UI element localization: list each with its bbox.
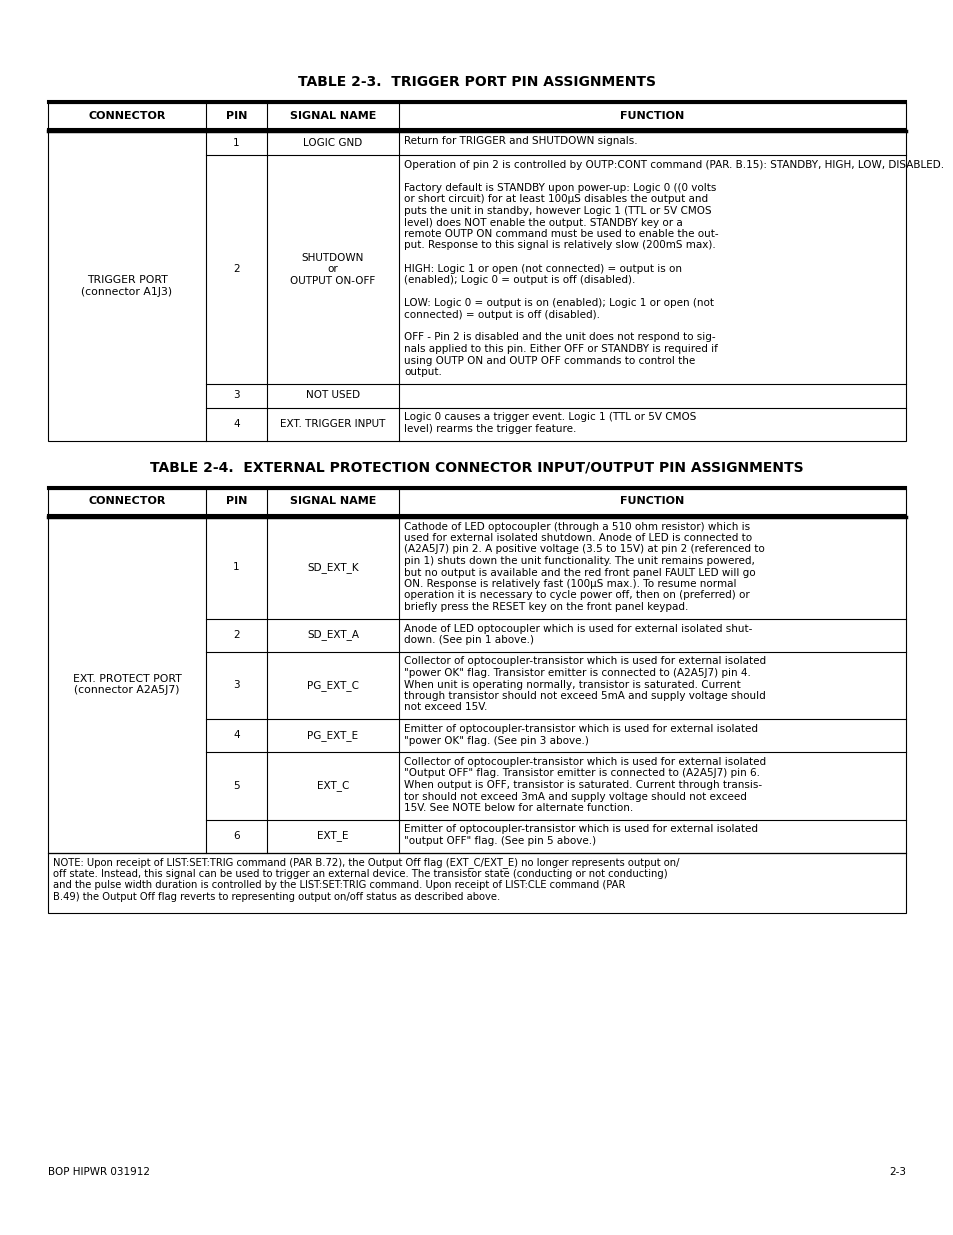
Text: B.49) the Output Off flag reverts to representing output on/off status as descri: B.49) the Output Off flag reverts to rep… [53,892,499,902]
Text: FUNCTION: FUNCTION [619,496,684,506]
Bar [48,516,905,852]
Bar [48,103,905,128]
Text: EXT. TRIGGER INPUT: EXT. TRIGGER INPUT [280,419,385,429]
Text: tor should not exceed 3mA and supply voltage should not exceed: tor should not exceed 3mA and supply vol… [403,792,746,802]
Text: OFF - Pin 2 is disabled and the unit does not respond to sig-: OFF - Pin 2 is disabled and the unit doe… [403,332,715,342]
Text: Logic 0 causes a trigger event. Logic 1 (TTL or 5V CMOS: Logic 0 causes a trigger event. Logic 1 … [403,412,696,422]
Text: connected) = output is off (disabled).: connected) = output is off (disabled). [403,310,599,320]
Text: When output is OFF, transistor is saturated. Current through transis-: When output is OFF, transistor is satura… [403,781,761,790]
Text: 1: 1 [233,138,239,148]
Text: TRIGGER PORT
(connector A1J3): TRIGGER PORT (connector A1J3) [81,275,172,296]
Text: NOT USED: NOT USED [306,390,359,400]
Text: SIGNAL NAME: SIGNAL NAME [290,496,375,506]
Text: or short circuit) for at least 100μS disables the output and: or short circuit) for at least 100μS dis… [403,194,707,205]
Text: "Output OFF" flag. Transistor emitter is connected to (A2A5J7) pin 6.: "Output OFF" flag. Transistor emitter is… [403,768,760,778]
Text: CONNECTOR: CONNECTOR [89,496,166,506]
Text: HIGH: Logic 1 or open (not connected) = output is on: HIGH: Logic 1 or open (not connected) = … [403,263,681,273]
Text: SD_EXT_K: SD_EXT_K [307,562,358,573]
Text: LOW: Logic 0 = output is on (enabled); Logic 1 or open (not: LOW: Logic 0 = output is on (enabled); L… [403,298,713,308]
Text: EXT_E: EXT_E [317,831,349,841]
Text: (enabled); Logic 0 = output is off (disabled).: (enabled); Logic 0 = output is off (disa… [403,275,635,285]
Text: 15V. See NOTE below for alternate function.: 15V. See NOTE below for alternate functi… [403,803,633,813]
Text: 4: 4 [233,419,239,429]
Text: PIN: PIN [226,496,247,506]
Text: EXT_C: EXT_C [316,781,349,792]
Text: through transistor should not exceed 5mA and supply voltage should: through transistor should not exceed 5mA… [403,692,765,701]
Text: SIGNAL NAME: SIGNAL NAME [290,111,375,121]
Text: pin 1) shuts down the unit functionality. The unit remains powered,: pin 1) shuts down the unit functionality… [403,556,754,566]
Text: put. Response to this signal is relatively slow (200mS max).: put. Response to this signal is relative… [403,241,715,251]
Text: Collector of optocoupler-transistor which is used for external isolated: Collector of optocoupler-transistor whic… [403,757,765,767]
Text: CONNECTOR: CONNECTOR [89,111,166,121]
Text: output.: output. [403,367,441,377]
Bar [48,852,905,913]
Text: PG_EXT_E: PG_EXT_E [307,730,358,741]
Text: briefly press the RESET key on the front panel keypad.: briefly press the RESET key on the front… [403,601,688,613]
Text: Factory default is STANDBY upon power-up: Logic 0 ((0 volts: Factory default is STANDBY upon power-up… [403,183,716,193]
Text: NOTE: Upon receipt of LIST:SET:TRIG command (PAR B.72), the Output Off flag (EXT: NOTE: Upon receipt of LIST:SET:TRIG comm… [53,857,679,868]
Text: 4: 4 [233,730,239,741]
Text: ON. Response is relatively fast (100μS max.). To resume normal: ON. Response is relatively fast (100μS m… [403,579,736,589]
Text: (A2A5J7) pin 2. A positive voltage (3.5 to 15V) at pin 2 (referenced to: (A2A5J7) pin 2. A positive voltage (3.5 … [403,545,764,555]
Text: LOGIC GND: LOGIC GND [303,138,362,148]
Text: 5: 5 [233,781,239,790]
Text: Operation of pin 2 is controlled by OUTP:CONT command (PAR. B.15): STANDBY, HIGH: Operation of pin 2 is controlled by OUTP… [403,161,943,170]
Bar [48,489,905,515]
Text: 2: 2 [233,264,239,274]
Text: "power OK" flag. (See pin 3 above.): "power OK" flag. (See pin 3 above.) [403,736,588,746]
Text: Emitter of optocoupler-transistor which is used for external isolated: Emitter of optocoupler-transistor which … [403,825,758,835]
Text: and the pulse width duration is controlled by the LIST:SET:TRIG command. Upon re: and the pulse width duration is controll… [53,881,625,890]
Text: "output OFF" flag. (See pin 5 above.): "output OFF" flag. (See pin 5 above.) [403,836,596,846]
Text: but no output is available and the red front panel FAULT LED will go: but no output is available and the red f… [403,568,755,578]
Text: SD_EXT_A: SD_EXT_A [307,630,358,641]
Text: operation it is necessary to cycle power off, then on (preferred) or: operation it is necessary to cycle power… [403,590,749,600]
Text: off state. Instead, this signal can be used to trigger an external device. The t: off state. Instead, this signal can be u… [53,869,667,879]
Text: remote OUTP ON command must be used to enable the out-: remote OUTP ON command must be used to e… [403,228,718,240]
Text: 6: 6 [233,831,239,841]
Text: TABLE 2-3.  TRIGGER PORT PIN ASSIGNMENTS: TABLE 2-3. TRIGGER PORT PIN ASSIGNMENTS [297,75,656,89]
Text: 1: 1 [233,562,239,573]
Text: BOP HIPWR 031912: BOP HIPWR 031912 [48,1167,150,1177]
Text: "power OK" flag. Transistor emitter is connected to (A2A5J7) pin 4.: "power OK" flag. Transistor emitter is c… [403,668,750,678]
Text: When unit is operating normally, transistor is saturated. Current: When unit is operating normally, transis… [403,679,740,689]
Text: EXT. PROTECT PORT
(connector A2A5J7): EXT. PROTECT PORT (connector A2A5J7) [72,674,181,695]
Text: 2-3: 2-3 [888,1167,905,1177]
Text: SHUTDOWN
or
OUTPUT ON-OFF: SHUTDOWN or OUTPUT ON-OFF [290,253,375,285]
Text: 2: 2 [233,630,239,640]
Text: TABLE 2-4.  EXTERNAL PROTECTION CONNECTOR INPUT/OUTPUT PIN ASSIGNMENTS: TABLE 2-4. EXTERNAL PROTECTION CONNECTOR… [150,461,803,474]
Text: down. (See pin 1 above.): down. (See pin 1 above.) [403,635,534,645]
Text: Collector of optocoupler-transistor which is used for external isolated: Collector of optocoupler-transistor whic… [403,657,765,667]
Bar [48,131,905,441]
Text: 3: 3 [233,390,239,400]
Text: Return for TRIGGER and SHUTDOWN signals.: Return for TRIGGER and SHUTDOWN signals. [403,136,637,146]
Text: FUNCTION: FUNCTION [619,111,684,121]
Text: Cathode of LED optocoupler (through a 510 ohm resistor) which is: Cathode of LED optocoupler (through a 51… [403,521,749,531]
Text: not exceed 15V.: not exceed 15V. [403,703,487,713]
Text: nals applied to this pin. Either OFF or STANDBY is required if: nals applied to this pin. Either OFF or … [403,345,717,354]
Text: PG_EXT_C: PG_EXT_C [307,679,358,690]
Text: level) rearms the trigger feature.: level) rearms the trigger feature. [403,424,576,433]
Text: using OUTP ON and OUTP OFF commands to control the: using OUTP ON and OUTP OFF commands to c… [403,356,695,366]
Text: 3: 3 [233,680,239,690]
Text: Emitter of optocoupler-transistor which is used for external isolated: Emitter of optocoupler-transistor which … [403,724,758,734]
Text: level) does NOT enable the output. STANDBY key or a: level) does NOT enable the output. STAND… [403,217,682,227]
Text: Anode of LED optocoupler which is used for external isolated shut-: Anode of LED optocoupler which is used f… [403,624,752,634]
Text: PIN: PIN [226,111,247,121]
Text: used for external isolated shutdown. Anode of LED is connected to: used for external isolated shutdown. Ano… [403,534,751,543]
Text: puts the unit in standby, however Logic 1 (TTL or 5V CMOS: puts the unit in standby, however Logic … [403,206,711,216]
